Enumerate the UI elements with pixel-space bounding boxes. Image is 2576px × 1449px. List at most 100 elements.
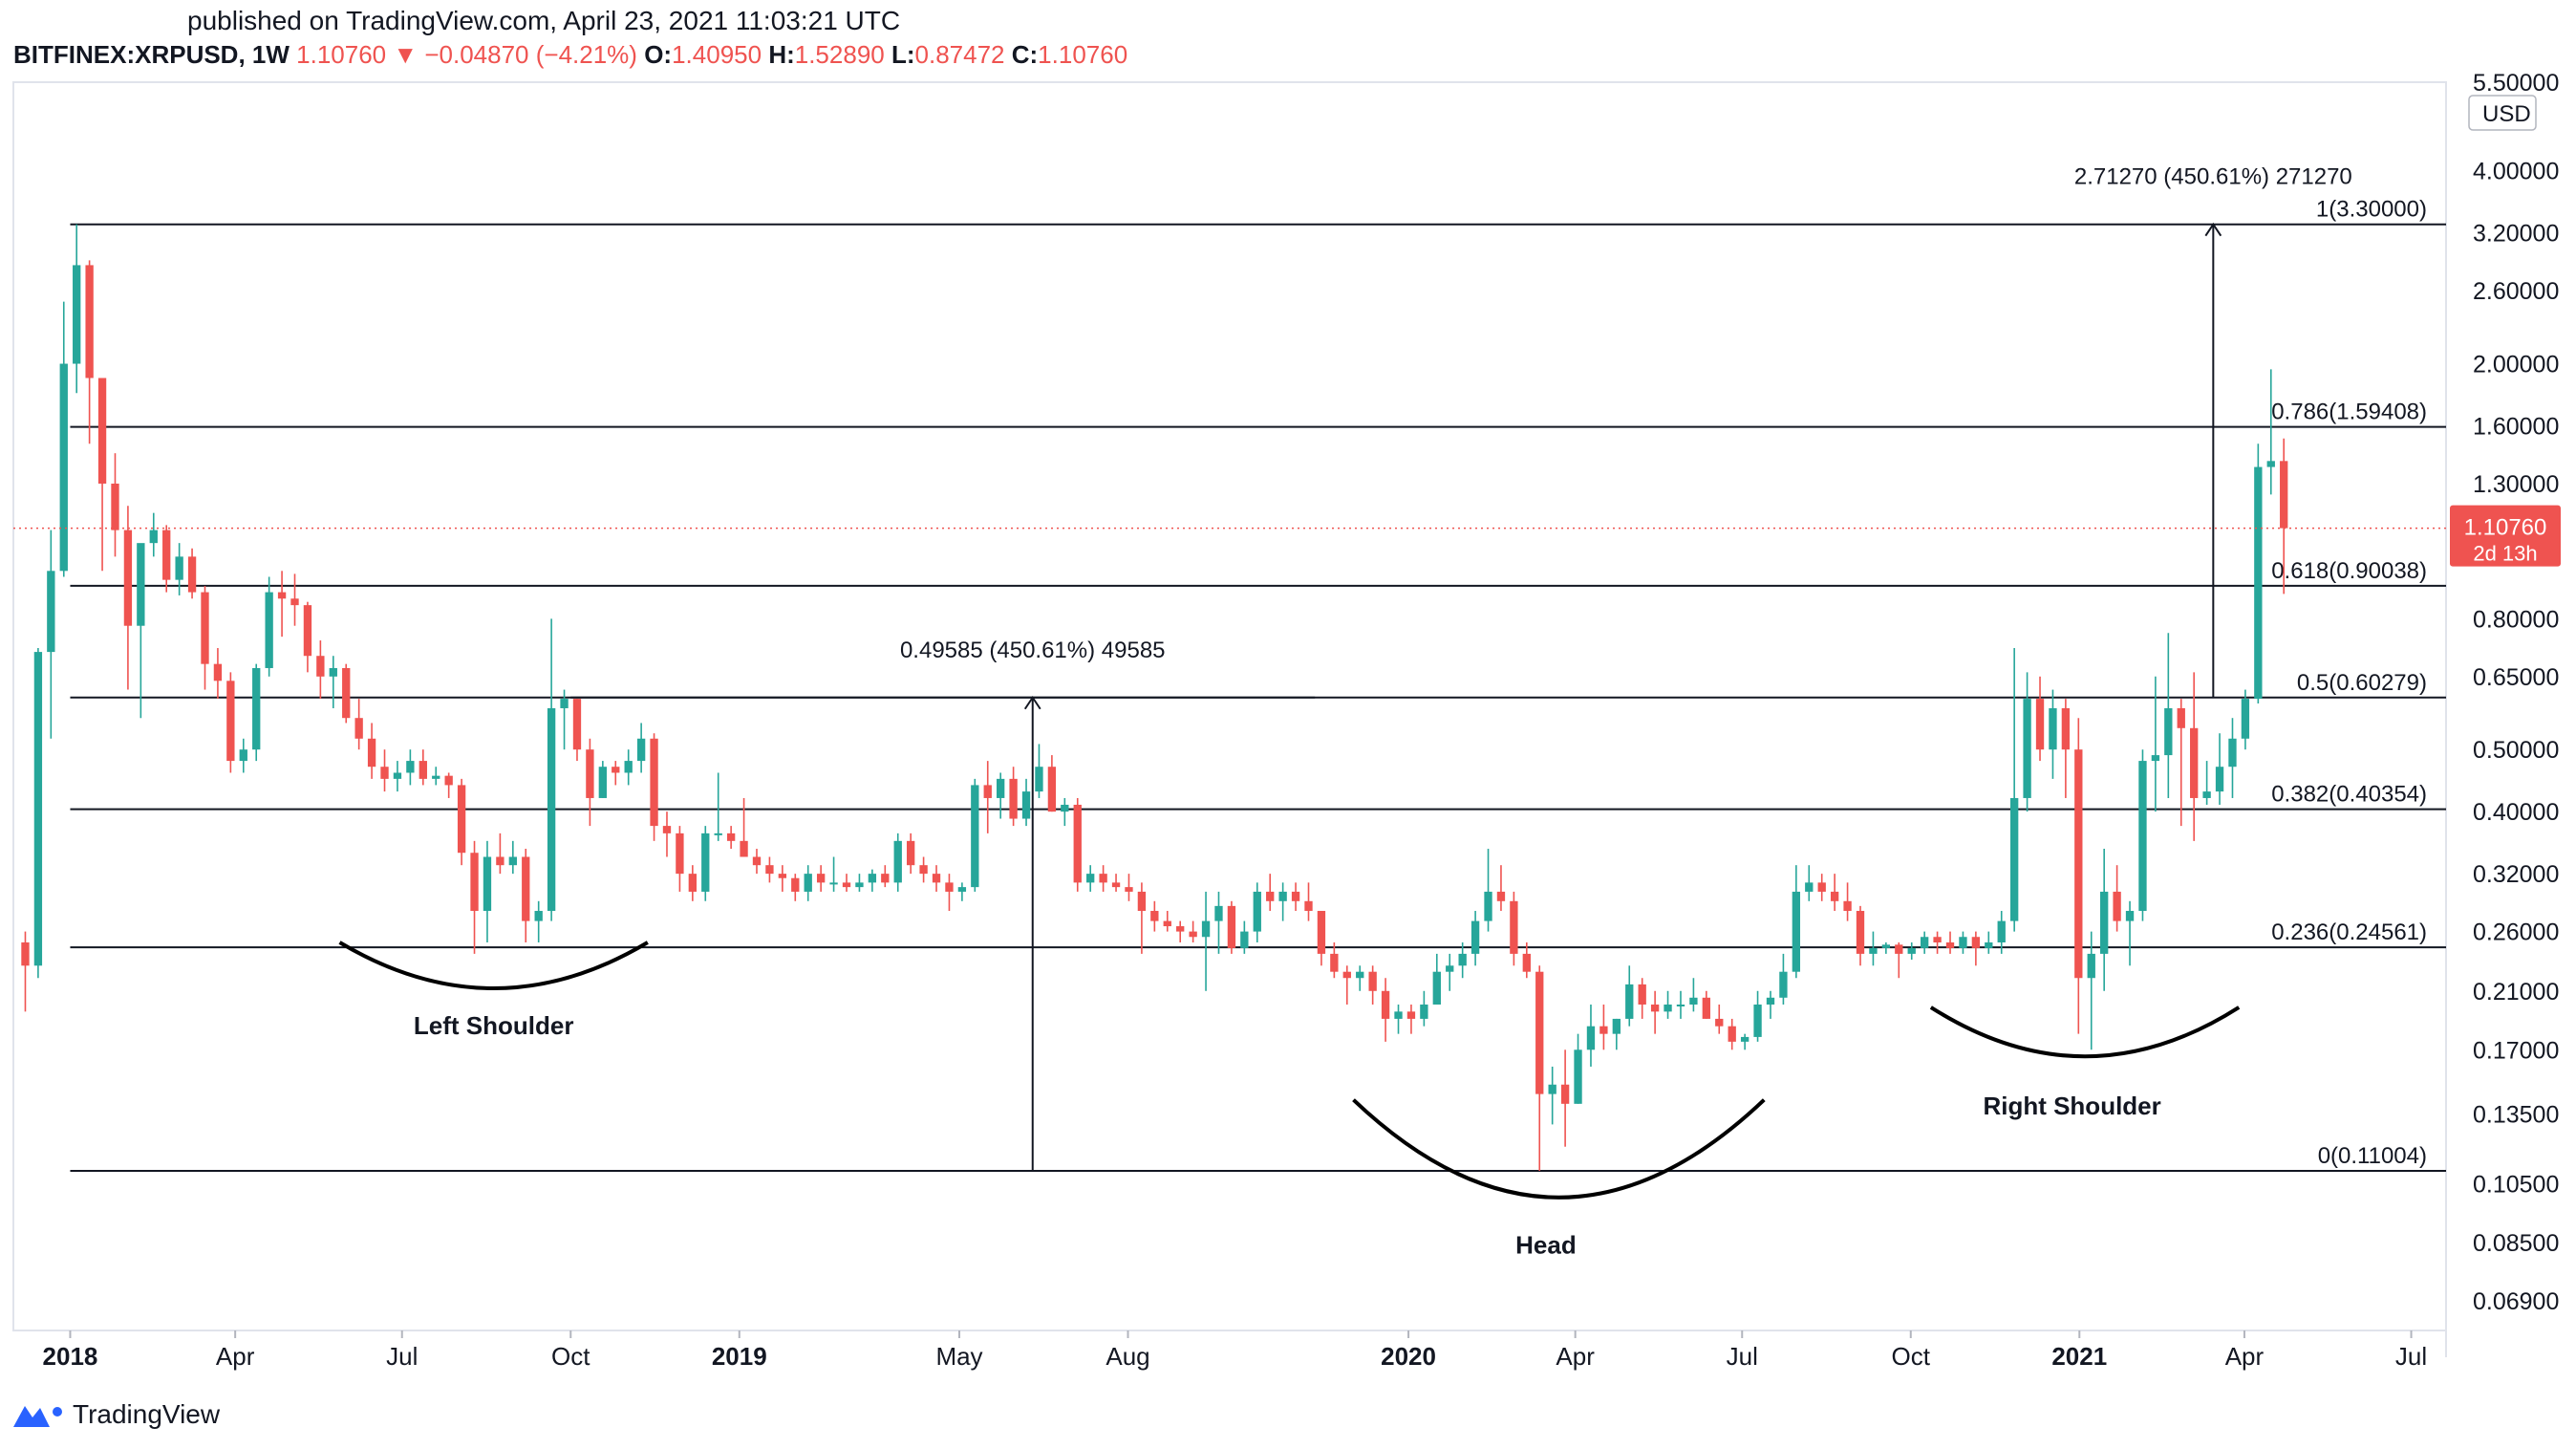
candle [2202, 761, 2211, 805]
price-tick-label: 1.60000 [2473, 414, 2559, 441]
candle [367, 723, 376, 779]
candle [1753, 990, 1762, 1042]
candle-body [1650, 1004, 1660, 1012]
candle [701, 826, 710, 901]
candle [1342, 965, 1351, 1005]
candle-body [73, 265, 81, 364]
candle-body [2061, 707, 2071, 750]
candle [1227, 900, 1236, 954]
candle [1470, 911, 1480, 966]
candle-body [1522, 953, 1531, 972]
candle-body [714, 833, 722, 835]
time-tick-label: 2019 [712, 1342, 767, 1371]
candle-body [47, 571, 55, 653]
close-value: 1.10760 [1038, 40, 1128, 69]
candle-body [1496, 891, 1506, 901]
candle-body [175, 556, 183, 580]
candle-body [33, 652, 43, 966]
candle [1368, 965, 1377, 1005]
candle-body [59, 363, 68, 572]
candle [1150, 900, 1159, 932]
candle [1805, 865, 1814, 901]
candle [714, 772, 722, 841]
candle [2228, 718, 2237, 798]
candle-body [342, 667, 351, 719]
pattern-label: Right Shoulder [1983, 1092, 2160, 1120]
time-tick-label: Jul [2395, 1342, 2427, 1371]
measure-label: 2.71270 (450.61%) 271270 [2074, 164, 2352, 190]
candle-body [662, 826, 672, 833]
candle-body [137, 543, 145, 626]
close-label: C: [1011, 40, 1039, 69]
candle-body [650, 738, 658, 827]
candle-body [508, 856, 517, 866]
price-tick-label: 0.32000 [2473, 861, 2559, 888]
candle [1715, 1004, 1724, 1034]
candle [1432, 953, 1441, 1005]
candle [59, 301, 68, 577]
candle [1664, 990, 1672, 1019]
candle-body [21, 942, 30, 966]
candle [213, 648, 223, 700]
candle-body [329, 667, 337, 677]
candle [342, 663, 351, 724]
candle [187, 548, 197, 599]
candle [932, 865, 941, 892]
candle [2215, 733, 2224, 805]
candle-body [1805, 882, 1814, 892]
price-tick-label: 2.60000 [2473, 278, 2559, 305]
candle [624, 749, 633, 786]
measure-arrowhead [2204, 222, 2222, 237]
candle [1420, 990, 1428, 1027]
candle-body [367, 738, 376, 768]
candle-body [2190, 727, 2199, 798]
tradingview-logo[interactable]: TradingView [11, 1399, 220, 1430]
candle [2138, 749, 2147, 921]
candle [97, 378, 107, 572]
candle-body [765, 865, 774, 875]
candle-body [1406, 1011, 1416, 1019]
candle-body [688, 874, 698, 892]
symbol-label[interactable]: BITFINEX:XRPUSD, 1W [13, 40, 290, 69]
candle [1061, 797, 1069, 827]
candle [1189, 920, 1197, 943]
candle [650, 733, 658, 841]
candle-body [1728, 1026, 1736, 1042]
candle [1137, 882, 1147, 954]
candle-body [1792, 891, 1801, 972]
candle-body [265, 592, 273, 668]
candle [419, 749, 427, 786]
price-tick-label: 3.20000 [2473, 221, 2559, 248]
candle [483, 840, 492, 943]
candle [2190, 672, 2199, 841]
candle [226, 672, 235, 773]
candle [2087, 931, 2095, 1050]
candle [277, 571, 287, 638]
price-tick-label: 1.30000 [2473, 471, 2559, 498]
candle-body [1817, 882, 1826, 892]
candle [444, 772, 453, 798]
fib-level-label: 0(0.11004) [2318, 1143, 2427, 1169]
candle [1895, 942, 1903, 979]
candle-body [1535, 971, 1544, 1094]
candle [560, 689, 569, 750]
candle [432, 767, 440, 786]
candle [1945, 931, 1955, 954]
candle [1779, 953, 1788, 1005]
candle-body [1510, 900, 1518, 954]
candle [1484, 849, 1492, 932]
price-tick-label: 0.17000 [2473, 1037, 2559, 1064]
candle-body [213, 663, 223, 681]
candle [1920, 931, 1929, 954]
candle [816, 865, 826, 892]
candle [252, 663, 261, 762]
candle-body [855, 882, 864, 888]
candle-body [1599, 1026, 1608, 1034]
candle [123, 506, 133, 690]
candle-body [1560, 1084, 1570, 1104]
fib-level-label: 0.236(0.24561) [2271, 919, 2427, 945]
candle-body [1881, 944, 1891, 948]
candle [1548, 1066, 1556, 1125]
candle [393, 761, 402, 792]
